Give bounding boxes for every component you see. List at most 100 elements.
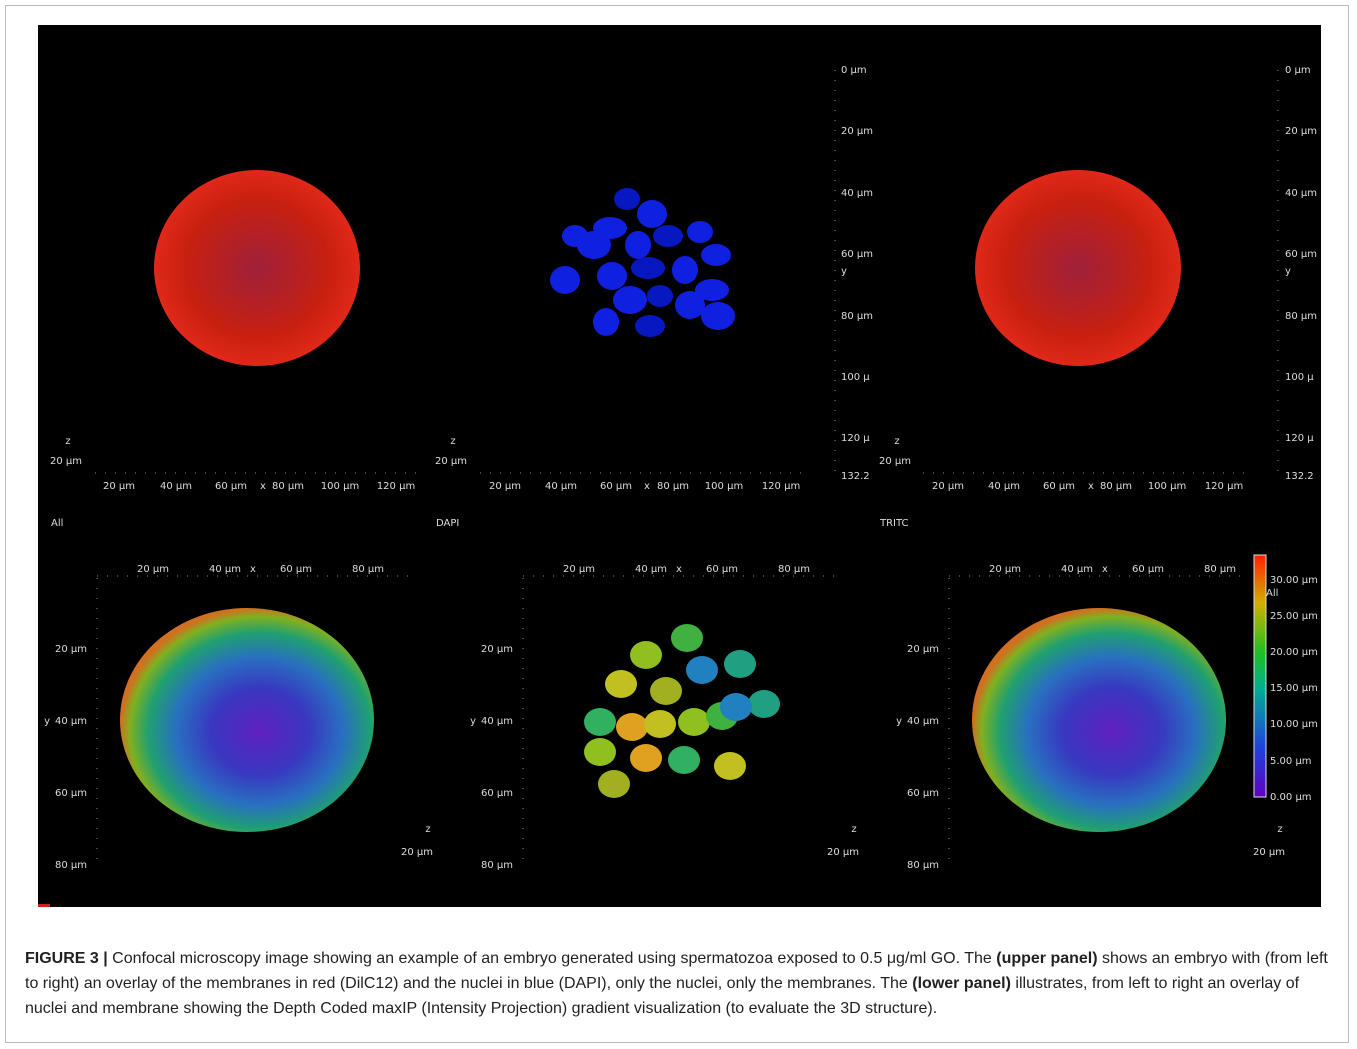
z-axis-label: z [1277, 824, 1282, 835]
z-axis-label: z [450, 436, 455, 447]
x-axis-label: x [260, 481, 266, 492]
x-axis-label: x [676, 564, 682, 575]
nucleus [584, 738, 616, 766]
x-tick-label: 100 µm [1148, 481, 1186, 492]
y-tick-label: 40 µm [841, 188, 873, 199]
z-axis-label: z [894, 436, 899, 447]
y-tick-label: 40 µm [907, 716, 939, 727]
x-tick-label: 60 µm [215, 481, 247, 492]
z-axis-label: z [425, 824, 430, 835]
y-tick-label: 80 µm [907, 860, 939, 871]
marker [38, 904, 50, 907]
x-tick-label: 20 µm [489, 481, 521, 492]
y-tick-label: 100 µ [1285, 372, 1314, 383]
colorbar-tick-label: 15.00 µm [1270, 683, 1318, 694]
nucleus [671, 624, 703, 652]
y-tick-label: 60 µm [481, 788, 513, 799]
nucleus [598, 770, 630, 798]
colorbar [1254, 555, 1266, 797]
colorbar-tick-label: 30.00 µm [1270, 575, 1318, 586]
y-axis-label: y [896, 716, 902, 727]
y-tick-label: 100 µ [841, 372, 870, 383]
nucleus [625, 231, 651, 259]
z-axis-label: z [65, 436, 70, 447]
embryo-depth-overlay [120, 608, 374, 832]
panel-label: DAPI [436, 518, 459, 529]
y-tick-label: 80 µm [1285, 311, 1317, 322]
x-tick-label: 60 µm [1043, 481, 1075, 492]
x-tick-label: 20 µm [137, 564, 169, 575]
y-tick-label: 0 µm [1285, 65, 1311, 76]
nucleus [687, 221, 713, 243]
nucleus [605, 670, 637, 698]
colorbar-label: All [1266, 588, 1278, 599]
x-tick-label: 60 µm [280, 564, 312, 575]
nucleus [714, 752, 746, 780]
nucleus [637, 200, 667, 228]
y-tick-label: 132.2 [1285, 471, 1314, 482]
x-tick-label: 40 µm [635, 564, 667, 575]
colorbar-tick-label: 20.00 µm [1270, 647, 1318, 658]
y-tick-label: 20 µm [841, 126, 873, 137]
nucleus [701, 302, 735, 330]
y-tick-label: 120 µ [841, 433, 870, 444]
z-axis-label: z [851, 824, 856, 835]
nucleus [616, 713, 648, 741]
x-tick-label: 20 µm [563, 564, 595, 575]
panel-label: All [51, 518, 63, 529]
y-tick-label: 40 µm [481, 716, 513, 727]
nucleus [597, 262, 627, 290]
x-tick-label: 80 µm [1100, 481, 1132, 492]
z-scale-label: 20 µm [879, 456, 911, 467]
y-tick-label: 120 µ [1285, 433, 1314, 444]
colorbar-tick-label: 5.00 µm [1270, 756, 1312, 767]
nucleus [647, 285, 673, 307]
figure-image: 20 µm 40 µm 60 µm 80 µm 100 µm 120 µm x z 20 µm A… [0, 0, 1357, 940]
y-tick-label: 20 µm [1285, 126, 1317, 137]
nucleus [631, 257, 665, 279]
x-tick-label: 80 µm [352, 564, 384, 575]
x-axis-label: x [1102, 564, 1108, 575]
y-tick-label: 0 µm [841, 65, 867, 76]
caption: FIGURE 3 | Confocal microscopy image sho… [25, 946, 1337, 1021]
x-tick-label: 60 µm [600, 481, 632, 492]
nucleus [635, 315, 665, 337]
nucleus [695, 279, 729, 301]
y-tick-label: 80 µm [841, 311, 873, 322]
embryo-membrane [975, 170, 1181, 366]
page: 20 µm 40 µm 60 µm 80 µm 100 µm 120 µm x z 20 µm A… [0, 0, 1357, 1049]
caption-label: FIGURE 3 | [25, 950, 108, 967]
x-tick-label: 40 µm [988, 481, 1020, 492]
y-tick-label: 40 µm [1285, 188, 1317, 199]
colorbar-tick-label: 25.00 µm [1270, 611, 1318, 622]
y-tick-label: 20 µm [55, 644, 87, 655]
nucleus [748, 690, 780, 718]
x-tick-label: 60 µm [1132, 564, 1164, 575]
caption-bold: (lower panel) [912, 975, 1011, 992]
y-tick-label: 20 µm [907, 644, 939, 655]
y-tick-label: 60 µm [1285, 249, 1317, 260]
nucleus [584, 708, 616, 736]
z-scale-label: 20 µm [401, 847, 433, 858]
y-axis-label: y [470, 716, 476, 727]
x-axis-label: x [1088, 481, 1094, 492]
z-scale-label: 20 µm [435, 456, 467, 467]
nucleus [653, 225, 683, 247]
y-tick-label: 60 µm [907, 788, 939, 799]
nucleus [650, 677, 682, 705]
x-tick-label: 120 µm [762, 481, 800, 492]
z-scale-label: 20 µm [1253, 847, 1285, 858]
nucleus [701, 244, 731, 266]
x-tick-label: 20 µm [989, 564, 1021, 575]
nucleus [724, 650, 756, 678]
nucleus [644, 710, 676, 738]
nucleus [550, 266, 580, 294]
y-axis-label: y [44, 716, 50, 727]
y-axis-label: y [841, 266, 847, 277]
x-axis-label: x [644, 481, 650, 492]
x-tick-label: 80 µm [1204, 564, 1236, 575]
embryo-depth-membrane [972, 608, 1226, 832]
nucleus [630, 744, 662, 772]
y-tick-label: 60 µm [841, 249, 873, 260]
x-tick-label: 120 µm [377, 481, 415, 492]
